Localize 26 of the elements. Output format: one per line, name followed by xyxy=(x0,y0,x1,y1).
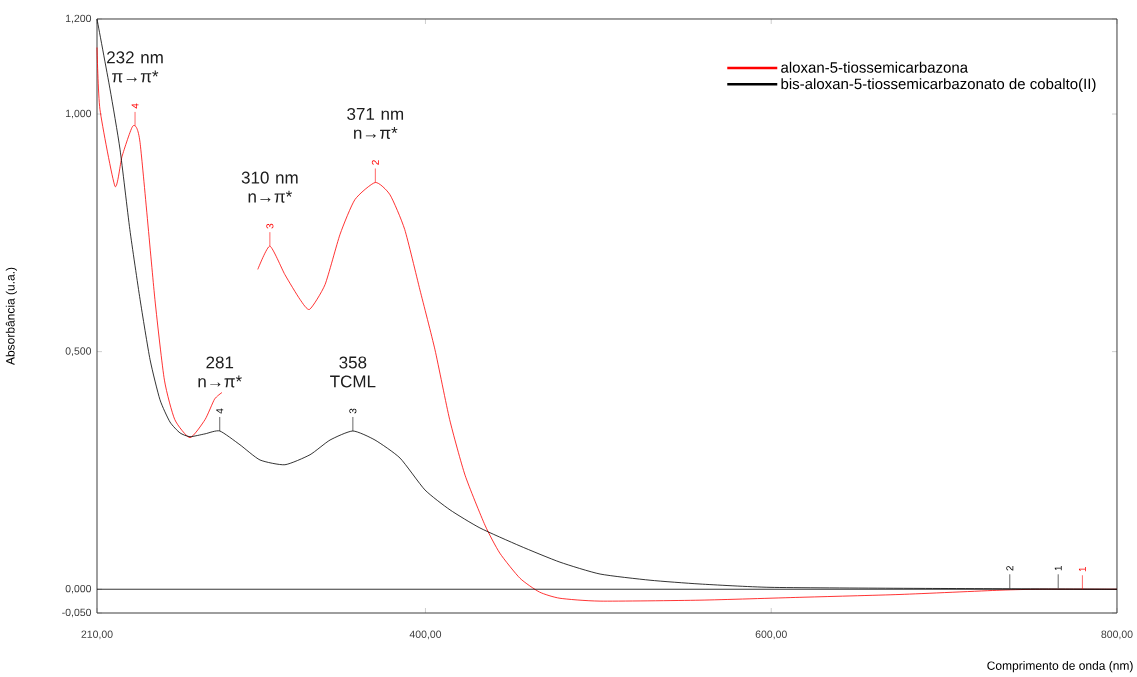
x-tick-label: 210,00 xyxy=(81,630,113,640)
annotation: 4 xyxy=(131,103,139,109)
annotation: 3 xyxy=(266,223,274,229)
annotation: 1 xyxy=(1054,566,1062,571)
annotation: 310 nm n→π* xyxy=(241,171,298,203)
annotation: 232 nm π→π* xyxy=(107,51,163,83)
x-tick-label: 600,00 xyxy=(755,630,787,640)
annotation: 371 nm n→π* xyxy=(347,107,404,139)
y-axis-title: Absorbância (u.a.) xyxy=(5,267,17,365)
y-tick-label: 0,500 xyxy=(65,347,92,356)
x-tick-label: 400,00 xyxy=(409,630,442,640)
annotation: 2 xyxy=(1006,566,1014,571)
y-tick-label: 0,000 xyxy=(65,584,92,594)
x-axis-title: Comprimento de onda (nm) xyxy=(987,661,1133,673)
annotation: 3 xyxy=(349,408,357,414)
legend-label: aloxan-5-tiossemicarbazona xyxy=(781,61,969,73)
annotation: 358 TCML xyxy=(330,356,376,388)
legend-label: bis-aloxan-5-tiossemicarbazonato de cobalto(II) xyxy=(781,78,1096,93)
annotation: 1 xyxy=(1078,566,1086,572)
annotation: 4 xyxy=(216,408,224,414)
annotation: 2 xyxy=(371,160,379,165)
y-tick-label: 1,200 xyxy=(66,14,92,24)
y-tick-label: 1,000 xyxy=(66,109,92,119)
y-tick-label: -0,050 xyxy=(62,608,92,618)
x-tick-label: 800,00 xyxy=(1101,630,1133,640)
annotation: 281 n→π* xyxy=(198,356,242,388)
